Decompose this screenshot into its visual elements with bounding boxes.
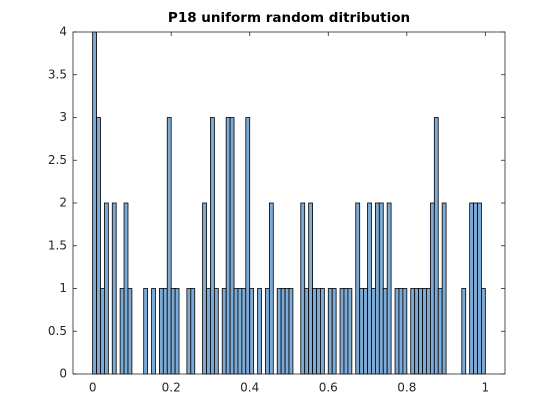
- bar: [280, 288, 286, 375]
- bar: [437, 288, 443, 375]
- bar: [374, 202, 380, 375]
- bar: [123, 202, 129, 375]
- bar: [394, 288, 400, 375]
- bar: [410, 288, 416, 375]
- bar: [422, 288, 427, 375]
- x-tick-label: 0.6: [319, 381, 338, 395]
- bar: [402, 288, 408, 375]
- bar: [96, 117, 101, 375]
- bar: [382, 288, 388, 375]
- x-tick-label: 0.8: [397, 381, 416, 395]
- bar: [151, 288, 156, 375]
- bar: [241, 288, 247, 375]
- y-tick-label: 4: [59, 25, 67, 39]
- bar: [461, 288, 467, 375]
- bar: [343, 288, 349, 375]
- bar: [268, 202, 274, 375]
- bar: [304, 288, 310, 375]
- bar: [429, 202, 435, 375]
- bar: [433, 117, 439, 375]
- bar: [104, 202, 109, 375]
- bar: [473, 202, 478, 375]
- bar: [386, 202, 392, 375]
- bar: [355, 202, 361, 375]
- chart-title: P18 uniform random ditribution: [168, 10, 410, 26]
- bar: [398, 288, 404, 375]
- bar: [245, 117, 251, 375]
- bar: [225, 117, 231, 375]
- bar: [378, 202, 384, 375]
- bar: [367, 202, 372, 375]
- bar: [359, 288, 365, 375]
- bar: [363, 288, 368, 375]
- bar: [158, 288, 164, 375]
- bar: [119, 288, 125, 375]
- bar: [174, 288, 180, 375]
- bar: [339, 288, 345, 375]
- bar: [327, 288, 333, 375]
- bar: [308, 202, 313, 375]
- bar: [288, 288, 294, 375]
- y-tick-label: 3: [59, 110, 67, 124]
- bar: [162, 288, 168, 375]
- bar: [233, 288, 239, 375]
- bar: [186, 288, 192, 375]
- bar: [127, 288, 133, 375]
- bar: [481, 288, 486, 375]
- bar: [418, 288, 423, 375]
- bar: [170, 288, 176, 375]
- bar: [320, 288, 325, 375]
- bar: [249, 288, 255, 375]
- bar: [347, 288, 353, 375]
- x-tick-label: 1: [482, 381, 490, 395]
- y-tick-label: 1.5: [48, 238, 67, 252]
- bar: [276, 288, 282, 375]
- y-tick-label: 1: [59, 281, 67, 295]
- bar: [143, 288, 149, 375]
- y-tick-label: 0.5: [48, 324, 67, 338]
- bar: [300, 202, 306, 375]
- y-tick-label: 2.5: [48, 153, 67, 167]
- bar: [265, 288, 270, 375]
- bar: [111, 202, 117, 375]
- bar: [312, 288, 317, 375]
- x-tick-label: 0.2: [162, 381, 181, 395]
- bar: [210, 117, 215, 375]
- bar: [100, 288, 105, 375]
- bar: [202, 202, 207, 375]
- bar: [331, 288, 337, 375]
- bar: [257, 288, 262, 375]
- x-tick-label: 0: [89, 381, 97, 395]
- bar: [92, 31, 97, 375]
- bar: [166, 117, 172, 375]
- y-tick-label: 3.5: [48, 67, 67, 81]
- bar: [316, 288, 321, 375]
- bar: [477, 202, 482, 375]
- y-tick-label: 0: [59, 367, 67, 381]
- bar: [213, 288, 219, 375]
- y-tick-label: 2: [59, 196, 67, 210]
- x-tick-label: 0.4: [240, 381, 259, 395]
- bar: [237, 288, 243, 375]
- bar: [221, 288, 227, 375]
- bar: [426, 288, 431, 375]
- bar: [469, 202, 474, 375]
- bar: [371, 288, 376, 375]
- bar: [206, 288, 211, 375]
- bar: [441, 202, 447, 375]
- bar: [229, 117, 235, 375]
- bar: [190, 288, 196, 375]
- bar: [414, 288, 420, 375]
- bar: [284, 288, 290, 375]
